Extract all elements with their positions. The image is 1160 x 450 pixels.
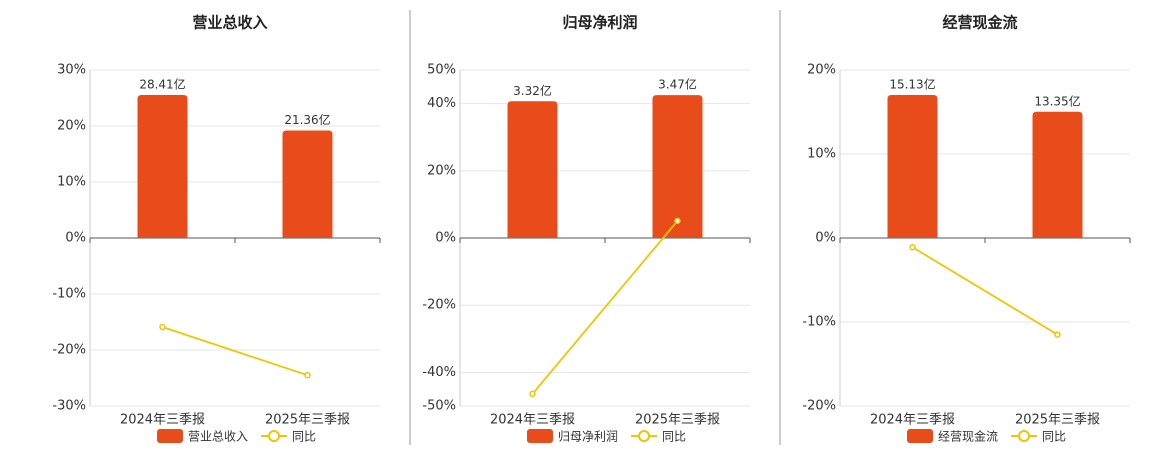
legend-marker	[1018, 430, 1030, 442]
y-tick-label: -50%	[422, 399, 456, 414]
legend-swatch	[527, 429, 553, 443]
bar	[887, 94, 938, 238]
y-tick-label: 0%	[815, 231, 836, 246]
y-tick-label: -20%	[422, 298, 456, 313]
legend-label: 经营现金流	[938, 429, 998, 444]
bar	[507, 101, 558, 238]
line	[912, 246, 1058, 336]
value-label: 3.47亿	[658, 77, 697, 92]
y-tick-label: 0%	[435, 231, 456, 246]
y-tick-label: 20%	[427, 163, 456, 178]
line-point	[1054, 331, 1061, 338]
x-tick-label: 2025年三季报	[265, 413, 350, 428]
x-tick-label: 2024年三季报	[870, 413, 955, 428]
value-label: 15.13亿	[889, 76, 935, 91]
y-tick-label: 10%	[807, 147, 836, 162]
y-tick-label: -10%	[52, 287, 86, 302]
y-tick-label: 50%	[427, 63, 456, 78]
line-point	[304, 371, 311, 379]
legend-label: 同比	[292, 430, 316, 444]
line-point	[674, 217, 681, 225]
legend-label: 归母净利润	[558, 430, 618, 444]
value-label: 13.35亿	[1034, 93, 1080, 108]
y-tick-label: 20%	[807, 63, 836, 78]
legend-swatch	[157, 429, 183, 443]
y-tick-label: 30%	[57, 63, 86, 78]
bar	[652, 95, 703, 238]
x-tick-label: 2025年三季报	[635, 413, 720, 428]
legend-swatch	[907, 429, 933, 443]
chart-title: 归母净利润	[562, 14, 637, 32]
legend-label: 同比	[1042, 430, 1066, 444]
line	[531, 220, 679, 395]
bar	[1032, 111, 1083, 238]
legend-label: 营业总收入	[188, 430, 248, 444]
y-tick-label: 10%	[57, 175, 86, 190]
y-tick-label: -30%	[52, 399, 86, 414]
y-tick-label: -20%	[802, 399, 836, 414]
legend-label: 同比	[662, 430, 686, 444]
legend-marker	[268, 430, 280, 442]
y-tick-label: 0%	[65, 231, 86, 246]
y-tick-label: -20%	[52, 343, 86, 358]
bar	[137, 95, 188, 238]
line-point	[909, 243, 916, 251]
x-tick-label: 2024年三季报	[120, 413, 205, 428]
line-point	[159, 323, 166, 331]
legend-marker	[638, 430, 650, 442]
chart-title: 营业总收入	[192, 14, 267, 32]
value-label: 21.36亿	[284, 112, 330, 127]
x-tick-label: 2024年三季报	[490, 413, 575, 428]
value-label: 28.41亿	[139, 77, 185, 92]
y-tick-label: -40%	[422, 365, 456, 380]
y-tick-label: 40%	[427, 96, 456, 111]
chart-title: 经营现金流	[942, 14, 1017, 32]
x-tick-label: 2025年三季报	[1015, 413, 1100, 428]
line-point	[529, 390, 536, 398]
bar	[282, 130, 333, 238]
line	[162, 326, 308, 377]
y-tick-label: -10%	[802, 315, 836, 330]
y-tick-label: 20%	[57, 119, 86, 134]
value-label: 3.32亿	[513, 83, 552, 98]
